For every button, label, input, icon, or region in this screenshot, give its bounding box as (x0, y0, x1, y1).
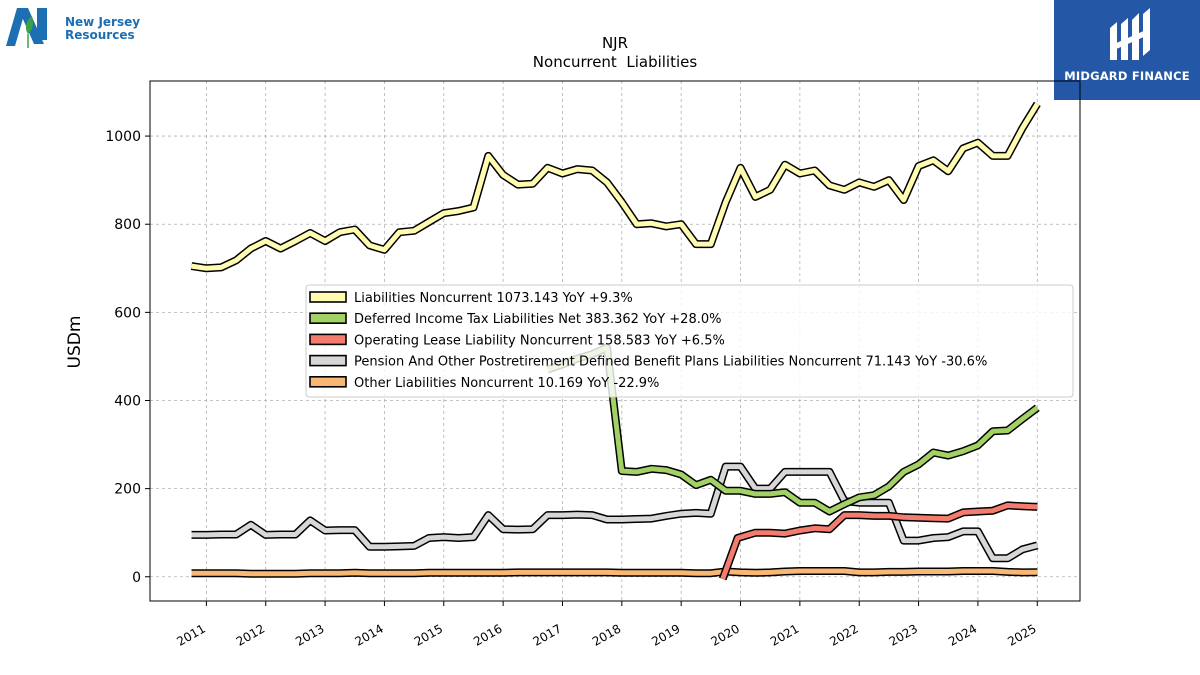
njr-logo-line1: New Jersey (65, 15, 141, 29)
series-line (720, 502, 1038, 580)
x-tick-label: 2011 (174, 621, 207, 648)
series-line (191, 102, 1040, 271)
midgard-text: MIDGARD FINANCE (1064, 69, 1190, 83)
x-tick-label: 2025 (1005, 621, 1038, 648)
chart-title: NJR (602, 34, 628, 52)
x-tick-label: 2013 (293, 621, 326, 648)
x-tick-label: 2015 (412, 621, 445, 648)
legend-label: Deferred Income Tax Liabilities Net 383.… (354, 312, 722, 327)
series-line-outline (191, 462, 1039, 563)
njr-logo-text: New Jersey Resources (65, 16, 140, 42)
njr-logo-mark-icon (6, 8, 47, 48)
legend-label: Operating Lease Liability Noncurrent 158… (354, 333, 725, 348)
y-tick-label: 600 (114, 305, 141, 321)
njr-logo: New Jersey Resources (4, 4, 154, 50)
njr-logo-line2: Resources (65, 28, 135, 42)
x-tick-label: 2021 (768, 621, 801, 648)
plot-frame (149, 80, 1081, 602)
legend-swatch (309, 375, 347, 388)
y-axis-label: USDm (65, 316, 85, 369)
midgard-watermark: MIDGARD FINANCE (1054, 0, 1200, 100)
legend-box (305, 284, 1074, 398)
series-line (546, 345, 1039, 514)
x-tick-label: 2023 (887, 621, 920, 648)
x-tick-label: 2012 (234, 621, 267, 648)
y-tick-label: 200 (114, 482, 141, 498)
legend-label: Liabilities Noncurrent 1073.143 YoY +9.3… (354, 291, 633, 306)
x-tick-label: 2022 (827, 621, 860, 648)
legend-swatch (309, 354, 347, 367)
x-tick-label: 2014 (352, 621, 385, 648)
legend-label: Pension And Other Postretirement Defined… (354, 355, 987, 370)
series-lines (190, 101, 1041, 581)
legend-swatch (309, 291, 347, 303)
x-tick-label: 2017 (531, 621, 564, 648)
x-tick-label: 2020 (709, 621, 742, 648)
legend: Liabilities Noncurrent 1073.143 YoY +9.3… (305, 284, 1074, 398)
x-tick-label: 2018 (590, 621, 623, 648)
series-line (191, 464, 1038, 561)
legend-swatch (309, 312, 347, 325)
y-tick-label: 1000 (105, 129, 141, 145)
legend-label: Other Liabilities Noncurrent 10.169 YoY … (354, 376, 659, 391)
x-tick-label: 2019 (649, 621, 682, 648)
midgard-logo-mark-icon (1110, 8, 1150, 60)
series-line (191, 568, 1038, 577)
y-tick-label: 800 (114, 217, 141, 233)
legend-swatch (309, 333, 347, 346)
x-tick-label: 2016 (471, 621, 504, 648)
y-tick-label: 400 (114, 393, 141, 409)
chart-subtitle: Noncurrent Liabilities (533, 53, 698, 71)
x-tick-label: 2024 (946, 621, 979, 648)
y-tick-label: 0 (132, 570, 141, 586)
